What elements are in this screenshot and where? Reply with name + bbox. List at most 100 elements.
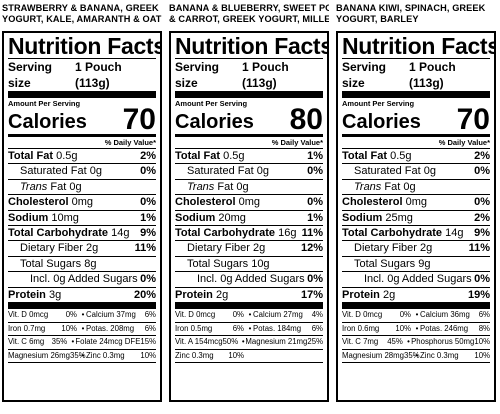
nutrient-name-italic: Trans [354,180,382,193]
nutrient-name-bold: Protein [175,288,213,301]
vitamin-pct: 10% [228,350,244,360]
vitamin-name: Vit. D 0mcg [342,309,383,319]
nutrient-daily-value: 0% [474,196,490,209]
mineral-name: Potas. 184mg [253,323,302,333]
nutrient-amount: 0.5g [223,150,245,162]
nutrient-name: Total Carbohydrate 14g [8,226,129,240]
nutrient-name-text: Saturated Fat 0g [187,165,269,178]
vitamin-pct: 6% [232,323,244,333]
nutrient-daily-value: 1% [140,211,156,224]
nutrition-facts-box: Nutrition Facts Serving size 1 Pouch (113g… [2,31,162,402]
nutrient-name-bold: Sodium [342,211,383,224]
vitamin-name: Vit. A 154mcg [175,337,223,347]
nutrient-name-bold: Sodium [175,211,216,224]
nutrient-row: Saturated Fat 0g 0% [8,163,156,178]
vitamin-mineral-row: Vit. C 6mg 35% • Folate 24mcg DFE 15% [8,335,156,349]
mineral-pct: 10% [474,350,490,360]
nutrient-name: Cholesterol 0mg [8,195,93,209]
nutrient-row: Cholesterol 0mg 0% [175,194,323,209]
calories-label: Calories [342,111,421,133]
nutrient-daily-value: 2% [140,150,156,162]
nutrient-name-italic: Trans [187,180,215,193]
nutrient-name-text: Dietary Fiber 2g [187,242,266,255]
nutrient-amount: 14g [445,226,464,239]
calories-label: Calories [8,111,87,133]
nutrient-name: Protein 3g [8,288,61,302]
nutrient-daily-value: 9% [474,226,490,239]
mineral-pct: 10% [474,337,490,347]
nutrient-amount: 0mg [405,196,427,209]
nutrient-row: Total Sugars 10g [175,255,323,271]
bullet-separator: • [81,323,85,333]
mineral-pct: 6% [478,309,490,319]
nutrient-name-text: Fat 0g [217,180,249,193]
nutrient-name: Total Sugars 9g [342,257,430,271]
nutrient-name-bold: Protein [8,288,46,301]
nutrient-name: Total Carbohydrate 14g [342,226,463,240]
nutrient-daily-value: 0% [474,165,490,178]
nutrient-daily-value: 1% [307,211,323,224]
mineral-name: Phosphorus 50mg [411,337,475,347]
serving-size-label: Serving size [8,60,53,90]
divider [342,58,490,59]
mineral-pct: 8% [478,323,490,333]
nutrition-facts-title: Nutrition Facts [342,33,496,59]
mineral-cell: Calcium 37mg 6% [86,309,156,322]
nutrient-name: Dietary Fiber 2g [8,241,98,255]
nutrient-row: Total Sugars 8g [8,255,156,271]
flavor-line: STRAWBERRY & BANANA, GREEK [2,3,159,13]
mineral-cell: Zinc 0.3mg 10% [86,350,156,363]
nutrient-amount: 0mg [238,196,260,209]
vitamin-name: Vit. D 0mcg [175,309,216,319]
mineral-pct: 4% [311,309,323,319]
nutrient-name: Total Carbohydrate 16g [175,226,296,240]
nutrient-name-text: Incl. 0g Added Sugars [30,273,138,286]
nutrient-row: Dietary Fiber 2g 11% [342,240,490,255]
nutrient-row: Cholesterol 0mg 0% [342,194,490,209]
nutrient-name: Total Fat 0.5g [175,149,245,163]
nutrient-name-bold: Sodium [8,211,49,224]
vitamin-pct: 0% [232,309,244,319]
nutrient-name-text: Fat 0g [50,180,82,193]
mineral-cell: Potas. 246mg 8% [420,323,490,336]
nutrient-amount: 0.5g [56,150,78,162]
bullet-separator: • [71,337,75,347]
nutrient-name-text: Dietary Fiber 2g [20,242,99,255]
nutrient-daily-value: 11% [468,242,490,255]
serving-size-value: 1 Pouch (113g) [74,60,122,90]
nutrient-row: Dietary Fiber 2g 11% [8,240,156,255]
vitamin-mineral-row: Zinc 0.3mg 10% [175,348,323,364]
nutrient-row: Incl. 0g Added Sugars 0% [8,271,156,286]
nutrition-panel: BANANA KIWI, SPINACH, GREEK YOGURT, BARLE… [336,0,496,410]
vitamin-cell: Vit. D 0mcg 0% [175,309,247,322]
nutrient-name: Trans Fat 0g [342,180,416,194]
nutrient-daily-value: 20% [133,288,156,301]
vitamin-mineral-row: Vit. A 154mcg 50% • Magnesium 21mg 25% [175,335,323,349]
vitamin-pct: 0% [399,309,411,319]
flavor-name: BANANA KIWI, SPINACH, GREEK YOGURT, BARLE… [336,0,496,31]
nutrition-panel: BANANA & BLUEBERRY, SWEET POTATO& CARROT… [169,0,329,410]
calories-row: Calories 80 [175,105,323,135]
nutrient-amount: 2g [382,288,396,301]
mineral-pct: 6% [311,323,323,333]
nutrient-daily-value: 0% [307,196,323,209]
nutrient-amount: 20mg [218,211,246,224]
nutrient-row: Sodium 20mg 1% [175,209,323,225]
vitamin-cell: Vit. A 154mcg 50% [175,336,241,349]
daily-value-header: % Daily Value* [271,138,323,147]
divider-thick [342,91,490,98]
daily-value-header: % Daily Value* [104,138,156,147]
nutrient-row: Trans Fat 0g [175,178,323,194]
bullet-separator: • [81,309,85,319]
nutrient-name: Sodium 20mg [175,211,246,225]
vitamin-cell: Vit. D 0mcg 0% [8,309,80,322]
mineral-cell: Phosphorus 50mg 10% [411,336,490,349]
vitamin-name: Iron 0.7mg [8,323,46,333]
vitamin-cell: Iron 0.7mg 10% [8,323,80,336]
nutrient-name-bold: Total Fat [8,150,54,162]
vitamin-cell: Vit. C 6mg 35% [8,336,70,349]
nutrient-name: Protein 2g [175,288,228,302]
vitamin-pct: 10% [395,323,411,333]
nutrition-facts-title: Nutrition Facts [175,33,329,59]
serving-size-row: Serving size 1 Pouch (113g) [342,59,490,91]
